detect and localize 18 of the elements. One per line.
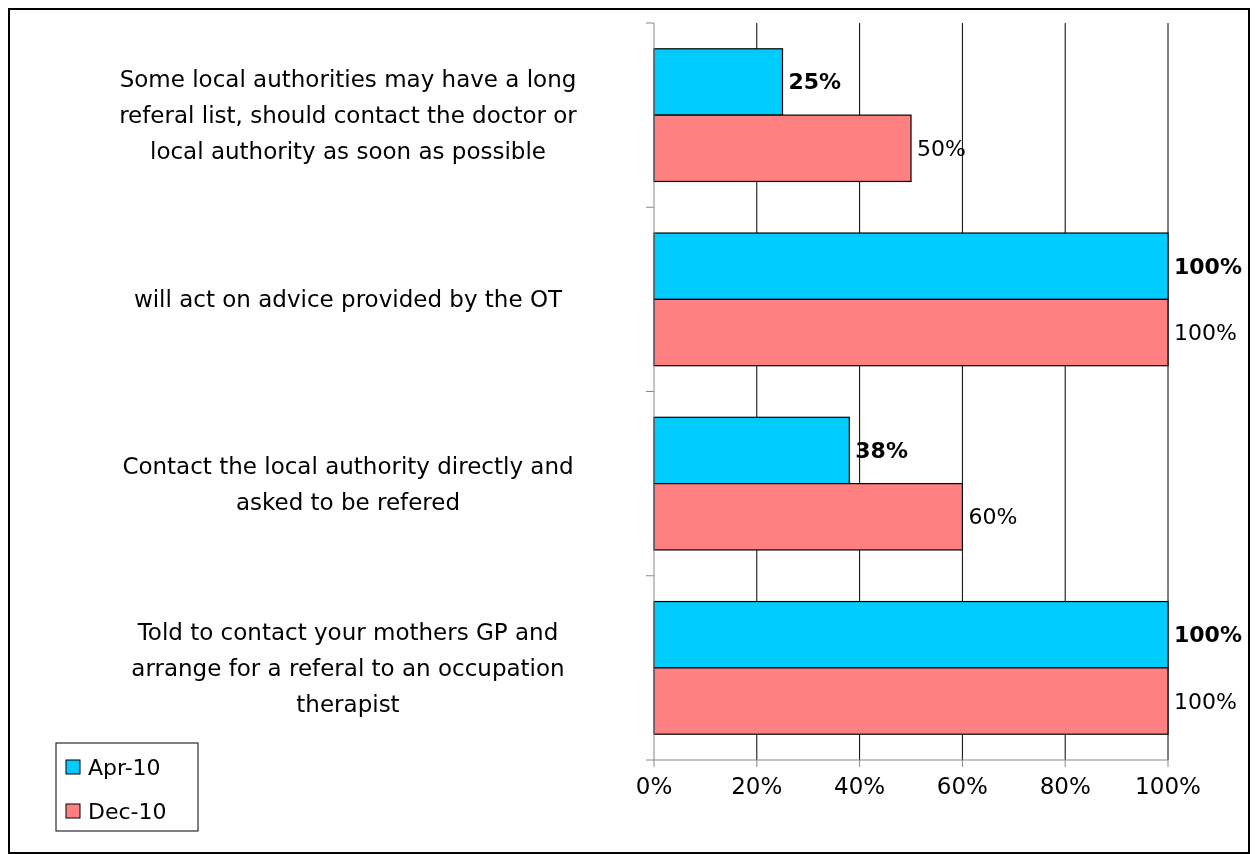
x-tick-label: 100% (1135, 773, 1201, 799)
data-label: 25% (788, 69, 842, 95)
legend-label: Dec-10 (88, 798, 167, 824)
x-tick-label: 40% (834, 773, 886, 799)
x-tick-label: 20% (731, 773, 783, 799)
x-tick-label: 0% (635, 773, 673, 799)
y-tick-label: Some local authorities may have a long referal list, should contact the doctor or local authority as soon as possible (119, 66, 578, 165)
x-tick-label: 80% (1039, 773, 1091, 799)
data-label: 100% (1174, 622, 1242, 648)
y-tick-label: Told to contact your mothers GP and arrange for a referal to an occupation therapist (131, 618, 565, 717)
x-tick-label: 60% (936, 773, 988, 799)
data-label: 100% (1174, 320, 1237, 346)
y-tick-label: will act on advice provided by the OT (133, 286, 564, 313)
data-label: 100% (1174, 688, 1237, 714)
data-label: 100% (1174, 253, 1242, 279)
y-tick-label: Contact the local authority directly and asked to be refered (122, 452, 574, 515)
data-label: 60% (968, 504, 1018, 530)
legend-label: Apr-10 (88, 754, 161, 780)
